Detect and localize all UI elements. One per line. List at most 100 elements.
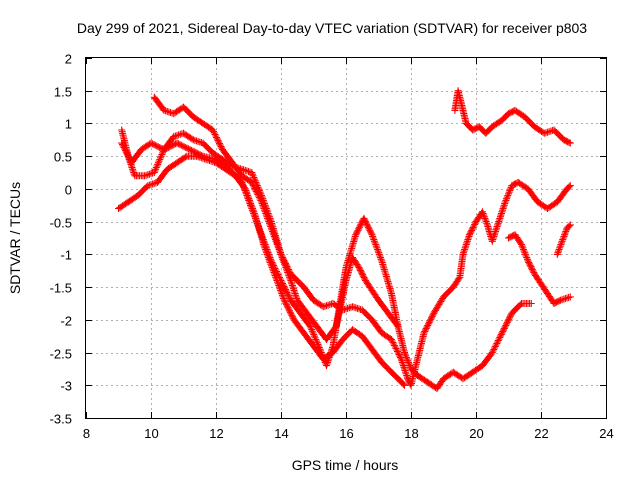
data-point	[526, 261, 534, 269]
data-point	[162, 107, 170, 115]
data-point	[425, 320, 432, 328]
data-point	[259, 196, 267, 204]
data-point	[389, 339, 397, 346]
data-point	[272, 275, 280, 283]
data-point	[268, 264, 276, 271]
data-point	[357, 268, 365, 276]
data-point	[280, 295, 288, 302]
data-point	[427, 315, 435, 323]
data-point	[497, 330, 505, 338]
data-point	[492, 226, 500, 234]
data-point	[487, 350, 495, 358]
data-point	[268, 262, 275, 270]
data-point	[423, 323, 431, 331]
data-point	[156, 144, 164, 151]
data-point	[287, 310, 295, 318]
data-point	[471, 221, 479, 228]
data-point	[236, 165, 244, 173]
data-point	[262, 247, 270, 255]
data-point	[151, 167, 159, 175]
data-point	[565, 222, 573, 230]
data-point	[525, 260, 533, 268]
data-point	[399, 380, 407, 388]
data-point	[216, 141, 224, 149]
data-point	[393, 321, 401, 329]
data-point	[421, 327, 429, 335]
data-point	[155, 157, 163, 165]
data-point	[522, 252, 530, 260]
data-point	[364, 222, 372, 230]
data-point	[285, 272, 293, 280]
data-point	[267, 216, 275, 224]
data-point	[506, 312, 514, 320]
data-point	[562, 228, 570, 235]
data-point	[283, 302, 291, 310]
data-point	[283, 289, 291, 297]
data-point	[361, 217, 369, 225]
data-point	[233, 164, 241, 172]
data-point	[313, 337, 320, 345]
data-point	[283, 267, 291, 275]
data-point	[197, 154, 205, 162]
data-point	[176, 141, 184, 148]
data-point	[251, 177, 259, 185]
data-point	[214, 137, 222, 145]
data-point	[555, 247, 562, 255]
data-point	[201, 155, 209, 163]
data-point	[560, 232, 568, 240]
data-point	[261, 246, 269, 253]
data-point	[324, 301, 332, 309]
data-point	[253, 180, 261, 188]
data-point	[495, 335, 503, 343]
data-point	[372, 241, 380, 248]
data-point	[344, 304, 352, 312]
data-point	[266, 257, 274, 265]
data-point	[308, 327, 316, 335]
data-point	[494, 338, 501, 346]
data-point	[565, 294, 573, 301]
data-point	[186, 146, 194, 154]
data-point	[428, 312, 436, 320]
data-point	[153, 162, 161, 170]
data-point	[282, 264, 290, 271]
data-point	[157, 152, 165, 160]
data-point	[424, 321, 432, 329]
data-point	[306, 322, 314, 330]
data-point	[217, 143, 225, 151]
data-point	[394, 322, 402, 330]
data-point	[566, 182, 574, 190]
data-point	[248, 169, 256, 176]
data-point	[274, 280, 282, 288]
data-point	[398, 358, 406, 366]
data-point	[278, 252, 286, 260]
data-point	[145, 170, 153, 178]
data-point	[244, 193, 252, 201]
data-point	[529, 267, 537, 275]
series-track-f	[553, 221, 574, 258]
data-point	[353, 229, 360, 237]
data-point	[367, 228, 374, 236]
data-point	[394, 348, 401, 355]
data-point	[483, 219, 491, 227]
data-point	[436, 299, 444, 307]
data-point	[363, 220, 371, 228]
data-point	[559, 234, 567, 242]
data-point	[271, 270, 278, 278]
data-point	[284, 270, 292, 278]
y-tick-label: -3.5	[50, 412, 72, 427]
data-point	[498, 329, 506, 337]
data-point	[270, 268, 278, 276]
x-tick-label: 22	[534, 426, 548, 441]
data-point	[289, 283, 297, 291]
y-tick-label: -0.5	[50, 216, 72, 231]
data-point	[517, 239, 525, 247]
data-point	[279, 293, 287, 301]
data-point	[468, 226, 476, 234]
x-tick-label: 18	[404, 426, 418, 441]
data-point	[173, 139, 181, 147]
data-point	[366, 226, 374, 234]
data-point	[422, 324, 430, 332]
data-point	[374, 246, 381, 253]
data-point	[258, 193, 266, 201]
data-point	[359, 272, 367, 280]
